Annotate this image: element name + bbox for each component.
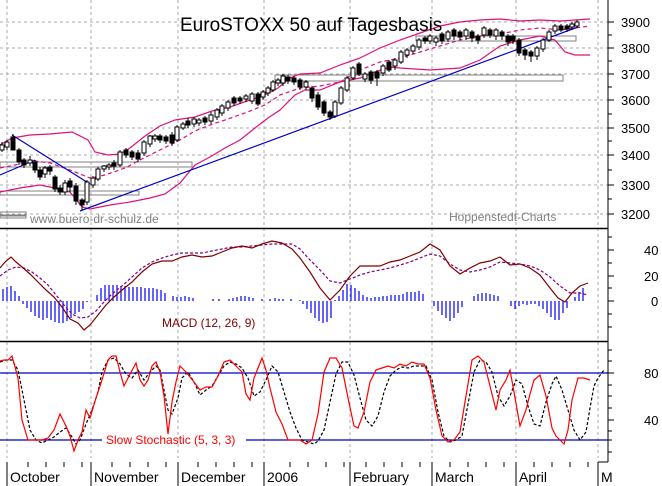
macd-label-20: 20	[644, 269, 658, 284]
macd-label: MACD (12, 26, 9)	[162, 316, 255, 330]
watermark-source: Hoppenstedt-Charts	[449, 210, 556, 224]
price-label-3700: 3700	[621, 67, 650, 82]
trendline-long-up	[79, 26, 579, 212]
macd-signal-line	[0, 243, 589, 319]
price-label-3800: 3800	[621, 41, 650, 56]
price-axis-labels: 3900 3800 3700 3600 3500 3400 3300 3200	[621, 15, 650, 222]
candlesticks	[0, 20, 580, 210]
month-axis	[6, 462, 599, 486]
watermark-website: www.buero-dr-schulz.de	[29, 212, 159, 226]
chart-title: EuroSTOXX 50 auf Tagesbasis	[180, 15, 442, 36]
month-label-november: November	[94, 469, 159, 485]
macd-label-0: 0	[651, 294, 658, 309]
price-panel: EuroSTOXX 50 auf Tagesbasis www.buero-dr…	[0, 15, 591, 226]
trendline-down	[11, 134, 91, 185]
macd-axis-labels: 40 20 0	[644, 243, 658, 309]
price-label-3600: 3600	[621, 93, 650, 108]
macd-line	[0, 240, 589, 331]
price-label-3400: 3400	[621, 148, 650, 163]
price-label-3500: 3500	[621, 121, 650, 136]
macd-histogram	[2, 284, 584, 323]
stoch-k-line	[0, 354, 591, 453]
price-label-3300: 3300	[621, 178, 650, 193]
macd-panel: MACD (12, 26, 9)	[0, 240, 589, 331]
price-label-3900: 3900	[621, 15, 650, 30]
month-label-february: February	[353, 469, 409, 485]
stoch-d-line	[0, 357, 605, 445]
stoch-axis-labels: 80 40	[644, 366, 658, 428]
stochastic-panel: Slow Stochastic (5, 3, 3)	[0, 354, 608, 453]
month-label-march: March	[435, 469, 474, 485]
month-label-may: M	[601, 469, 613, 485]
price-label-3200: 3200	[621, 207, 650, 222]
stoch-label-80: 80	[644, 366, 658, 381]
price-grid	[0, 21, 608, 215]
month-label-december: December	[181, 469, 246, 485]
bollinger-lower	[0, 35, 590, 210]
support-zones	[0, 35, 577, 219]
month-label-april: April	[519, 469, 547, 485]
stoch-label-40: 40	[644, 413, 658, 428]
macd-label-40: 40	[644, 243, 658, 258]
month-label-2006: 2006	[267, 469, 298, 485]
right-axis	[598, 0, 614, 463]
month-label-october: October	[10, 469, 60, 485]
month-labels: October November December 2006 February …	[10, 469, 613, 485]
stochastic-label: Slow Stochastic (5, 3, 3)	[106, 433, 235, 447]
